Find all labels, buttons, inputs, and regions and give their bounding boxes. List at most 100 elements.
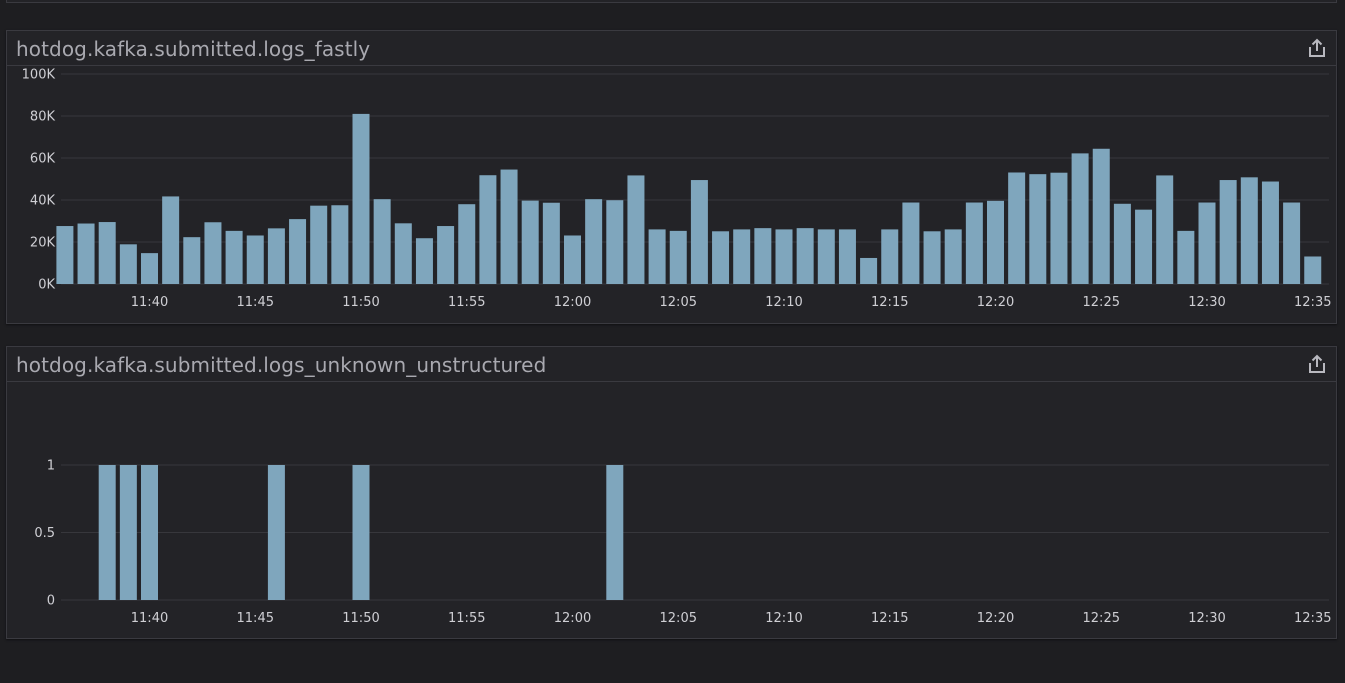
y-tick-label: 0 <box>47 594 55 609</box>
bar[interactable] <box>987 200 1004 284</box>
bar[interactable] <box>754 228 772 284</box>
bar[interactable] <box>204 222 222 284</box>
bar[interactable] <box>98 222 116 284</box>
x-tick-label: 11:50 <box>342 295 379 310</box>
bar[interactable] <box>648 229 666 284</box>
bar[interactable] <box>183 237 201 284</box>
bar[interactable] <box>479 175 497 284</box>
bar[interactable] <box>1219 180 1237 284</box>
bar[interactable] <box>627 175 645 284</box>
bar[interactable] <box>860 257 878 284</box>
x-tick-label: 12:10 <box>765 295 802 310</box>
bar[interactable] <box>838 229 856 284</box>
bar[interactable] <box>141 253 158 284</box>
x-tick-label: 12:00 <box>554 611 591 626</box>
bar[interactable] <box>1071 153 1089 284</box>
share-icon[interactable] <box>1306 37 1328 59</box>
bar[interactable] <box>1156 175 1174 284</box>
x-tick-label: 12:15 <box>871 295 908 310</box>
x-tick-label: 12:05 <box>660 295 697 310</box>
bar[interactable] <box>1304 256 1322 284</box>
bar[interactable] <box>585 199 603 284</box>
bar[interactable] <box>310 205 328 284</box>
bar[interactable] <box>1092 148 1110 284</box>
bar[interactable] <box>56 226 74 284</box>
bar[interactable] <box>1135 209 1153 284</box>
bar[interactable] <box>1113 203 1131 284</box>
bar-chart-logs-unknown-unstructured: 0 0.5 1 11:40 11:45 11:50 11:55 12:00 12:05 12:10… <box>34 459 1331 627</box>
bar[interactable] <box>1050 172 1068 284</box>
y-tick-label: 20K <box>30 236 56 251</box>
x-tick-label: 12:30 <box>1188 295 1225 310</box>
bar[interactable] <box>1198 202 1216 284</box>
bar[interactable] <box>267 465 285 600</box>
x-tick-label: 12:20 <box>977 295 1014 310</box>
bar[interactable] <box>119 244 137 284</box>
x-tick-label: 12:05 <box>660 611 697 626</box>
bar[interactable] <box>796 228 814 284</box>
x-tick-label: 11:55 <box>448 295 485 310</box>
x-tick-label: 11:55 <box>448 611 485 626</box>
bar[interactable] <box>1177 230 1195 284</box>
x-tick-label: 12:35 <box>1294 611 1331 626</box>
bar[interactable] <box>437 226 455 284</box>
bar[interactable] <box>775 229 793 284</box>
x-tick-label: 11:40 <box>131 611 168 626</box>
bar[interactable] <box>733 229 751 284</box>
bar[interactable] <box>1008 172 1026 284</box>
bar[interactable] <box>141 465 158 600</box>
previous-panel-edge <box>6 0 1337 3</box>
bar[interactable] <box>1283 202 1301 284</box>
x-tick-label: 12:30 <box>1188 611 1225 626</box>
y-tick-label: 80K <box>30 110 56 125</box>
bar[interactable] <box>267 228 285 284</box>
bar[interactable] <box>352 465 370 600</box>
bar[interactable] <box>246 235 264 284</box>
bar[interactable] <box>542 202 560 284</box>
chart-panel-logs-fastly: hotdog.kafka.submitted.logs_fastly 0K 20K… <box>6 30 1337 324</box>
x-tick-label: 11:40 <box>131 295 168 310</box>
bar[interactable] <box>289 219 307 284</box>
bar[interactable] <box>415 238 433 284</box>
bar[interactable] <box>162 196 180 284</box>
bar[interactable] <box>1240 177 1258 284</box>
y-tick-label: 60K <box>30 152 56 167</box>
bar[interactable] <box>458 204 476 284</box>
bar[interactable] <box>690 180 708 284</box>
y-tick-label: 100K <box>22 68 56 83</box>
x-tick-label: 12:00 <box>554 295 591 310</box>
bar-chart-logs-fastly: 0K 20K 40K 60K 80K 100K 11:40 11:45 11:50 11:55 12… <box>22 68 1332 311</box>
bar[interactable] <box>712 231 730 284</box>
bar[interactable] <box>669 230 687 284</box>
chart-panel-logs-unknown-unstructured: hotdog.kafka.submitted.logs_unknown_unst… <box>6 346 1337 639</box>
bar[interactable] <box>923 231 941 284</box>
panel-header: hotdog.kafka.submitted.logs_unknown_unst… <box>7 347 1336 382</box>
panel-title: hotdog.kafka.submitted.logs_fastly <box>16 37 371 61</box>
bar[interactable] <box>1029 174 1047 284</box>
bar[interactable] <box>564 235 581 284</box>
bar[interactable] <box>965 202 983 284</box>
y-tick-label: 40K <box>30 194 56 209</box>
bar[interactable] <box>225 230 243 284</box>
bar[interactable] <box>98 465 116 600</box>
x-tick-label: 12:25 <box>1083 611 1120 626</box>
bar[interactable] <box>944 229 962 284</box>
x-tick-label: 11:45 <box>237 295 274 310</box>
bar[interactable] <box>331 205 349 284</box>
bar[interactable] <box>352 113 370 285</box>
bar[interactable] <box>1261 181 1279 284</box>
bar[interactable] <box>606 200 624 284</box>
panel-title: hotdog.kafka.submitted.logs_unknown_unst… <box>16 353 547 377</box>
bar[interactable] <box>902 202 920 284</box>
bar[interactable] <box>521 200 539 284</box>
bar[interactable] <box>817 229 835 284</box>
share-icon[interactable] <box>1306 353 1328 375</box>
bar[interactable] <box>881 229 899 284</box>
bar[interactable] <box>77 223 95 284</box>
bar[interactable] <box>119 465 137 600</box>
bar[interactable] <box>373 199 391 284</box>
bar[interactable] <box>500 169 518 284</box>
y-tick-label: 0.5 <box>34 526 55 541</box>
bar[interactable] <box>606 465 624 600</box>
bar[interactable] <box>394 223 412 284</box>
